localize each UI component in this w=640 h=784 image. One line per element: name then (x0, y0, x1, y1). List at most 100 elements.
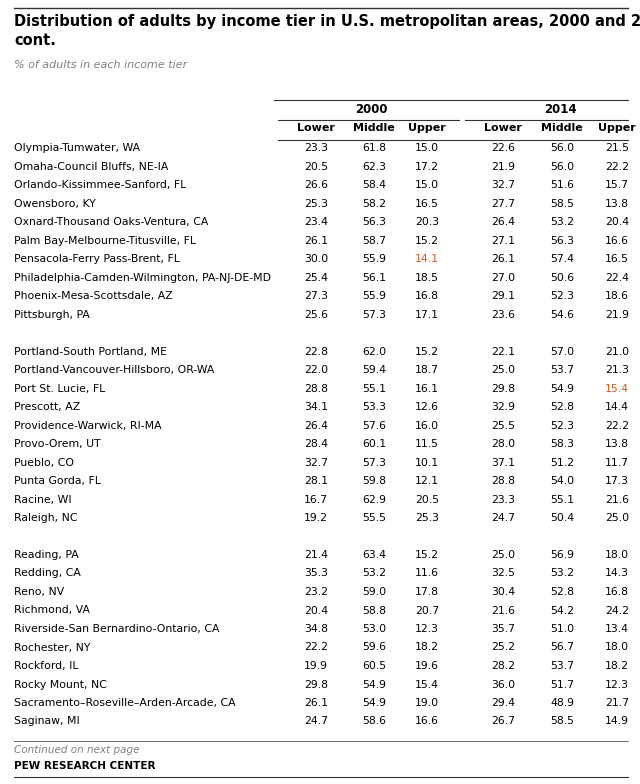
Text: 32.7: 32.7 (491, 180, 515, 190)
Text: 23.2: 23.2 (304, 587, 328, 597)
Text: 51.7: 51.7 (550, 680, 574, 689)
Text: 52.8: 52.8 (550, 587, 574, 597)
Text: 16.5: 16.5 (415, 198, 439, 209)
Text: 15.2: 15.2 (415, 235, 439, 245)
Text: Lower: Lower (484, 123, 522, 133)
Text: 29.8: 29.8 (304, 680, 328, 689)
Text: 51.6: 51.6 (550, 180, 574, 190)
Text: 28.2: 28.2 (491, 661, 515, 671)
Text: 59.0: 59.0 (362, 587, 386, 597)
Text: 15.0: 15.0 (415, 143, 439, 153)
Text: 53.2: 53.2 (550, 568, 574, 579)
Text: Upper: Upper (598, 123, 636, 133)
Text: 26.1: 26.1 (304, 235, 328, 245)
Text: 26.4: 26.4 (304, 420, 328, 430)
Text: 32.7: 32.7 (304, 458, 328, 467)
Text: 63.4: 63.4 (362, 550, 386, 560)
Text: 18.7: 18.7 (415, 365, 439, 375)
Text: 32.9: 32.9 (491, 402, 515, 412)
Text: Richmond, VA: Richmond, VA (14, 605, 90, 615)
Text: 34.1: 34.1 (304, 402, 328, 412)
Text: 21.0: 21.0 (605, 347, 629, 357)
Text: 28.8: 28.8 (304, 383, 328, 394)
Text: 16.6: 16.6 (605, 235, 629, 245)
Text: 53.2: 53.2 (362, 568, 386, 579)
Text: Rockford, IL: Rockford, IL (14, 661, 79, 671)
Text: Portland-Vancouver-Hillsboro, OR-WA: Portland-Vancouver-Hillsboro, OR-WA (14, 365, 214, 375)
Text: 22.1: 22.1 (491, 347, 515, 357)
Text: Providence-Warwick, RI-MA: Providence-Warwick, RI-MA (14, 420, 162, 430)
Text: 27.1: 27.1 (491, 235, 515, 245)
Text: 16.6: 16.6 (415, 717, 439, 727)
Text: 28.0: 28.0 (491, 439, 515, 449)
Text: Middle: Middle (541, 123, 583, 133)
Text: Distribution of adults by income tier in U.S. metropolitan areas, 2000 and 2014,: Distribution of adults by income tier in… (14, 14, 640, 48)
Text: 23.4: 23.4 (304, 217, 328, 227)
Text: 16.7: 16.7 (304, 495, 328, 504)
Text: 58.5: 58.5 (550, 717, 574, 727)
Text: 22.2: 22.2 (304, 643, 328, 652)
Text: 19.2: 19.2 (304, 513, 328, 523)
Text: 13.4: 13.4 (605, 624, 629, 634)
Text: 56.0: 56.0 (550, 162, 574, 172)
Text: 55.5: 55.5 (362, 513, 386, 523)
Text: 34.8: 34.8 (304, 624, 328, 634)
Text: 17.8: 17.8 (415, 587, 439, 597)
Text: 19.6: 19.6 (415, 661, 439, 671)
Text: 25.3: 25.3 (415, 513, 439, 523)
Text: Port St. Lucie, FL: Port St. Lucie, FL (14, 383, 105, 394)
Text: 56.3: 56.3 (362, 217, 386, 227)
Text: 29.8: 29.8 (491, 383, 515, 394)
Text: Provo-Orem, UT: Provo-Orem, UT (14, 439, 100, 449)
Text: % of adults in each income tier: % of adults in each income tier (14, 60, 188, 70)
Text: 57.6: 57.6 (362, 420, 386, 430)
Text: 28.4: 28.4 (304, 439, 328, 449)
Text: 54.6: 54.6 (550, 310, 574, 320)
Text: 14.1: 14.1 (415, 254, 439, 264)
Text: Continued on next page: Continued on next page (14, 745, 140, 755)
Text: Racine, WI: Racine, WI (14, 495, 72, 504)
Text: 18.5: 18.5 (415, 273, 439, 282)
Text: 53.2: 53.2 (550, 217, 574, 227)
Text: Owensboro, KY: Owensboro, KY (14, 198, 96, 209)
Text: 22.0: 22.0 (304, 365, 328, 375)
Text: Pensacola-Ferry Pass-Brent, FL: Pensacola-Ferry Pass-Brent, FL (14, 254, 180, 264)
Text: Portland-South Portland, ME: Portland-South Portland, ME (14, 347, 167, 357)
Text: 20.5: 20.5 (415, 495, 439, 504)
Text: 25.0: 25.0 (605, 513, 629, 523)
Text: 12.3: 12.3 (605, 680, 629, 689)
Text: 23.3: 23.3 (491, 495, 515, 504)
Text: 51.2: 51.2 (550, 458, 574, 467)
Text: Orlando-Kissimmee-Sanford, FL: Orlando-Kissimmee-Sanford, FL (14, 180, 186, 190)
Text: 20.4: 20.4 (304, 605, 328, 615)
Text: 22.2: 22.2 (605, 162, 629, 172)
Text: 22.4: 22.4 (605, 273, 629, 282)
Text: 59.6: 59.6 (362, 643, 386, 652)
Text: 20.7: 20.7 (415, 605, 439, 615)
Text: 17.1: 17.1 (415, 310, 439, 320)
Text: 56.7: 56.7 (550, 643, 574, 652)
Text: Riverside-San Bernardino-Ontario, CA: Riverside-San Bernardino-Ontario, CA (14, 624, 220, 634)
Text: 26.1: 26.1 (491, 254, 515, 264)
Text: 21.7: 21.7 (605, 698, 629, 708)
Text: 54.0: 54.0 (550, 476, 574, 486)
Text: 29.1: 29.1 (491, 291, 515, 301)
Text: 58.3: 58.3 (550, 439, 574, 449)
Text: 11.7: 11.7 (605, 458, 629, 467)
Text: 16.8: 16.8 (605, 587, 629, 597)
Text: 25.0: 25.0 (491, 365, 515, 375)
Text: 27.7: 27.7 (491, 198, 515, 209)
Text: 30.0: 30.0 (304, 254, 328, 264)
Text: 28.8: 28.8 (491, 476, 515, 486)
Text: 23.3: 23.3 (304, 143, 328, 153)
Text: 24.7: 24.7 (491, 513, 515, 523)
Text: Reno, NV: Reno, NV (14, 587, 64, 597)
Text: 53.7: 53.7 (550, 661, 574, 671)
Text: 59.4: 59.4 (362, 365, 386, 375)
Text: 53.3: 53.3 (362, 402, 386, 412)
Text: 26.4: 26.4 (491, 217, 515, 227)
Text: 37.1: 37.1 (491, 458, 515, 467)
Text: 21.6: 21.6 (491, 605, 515, 615)
Text: 25.5: 25.5 (491, 420, 515, 430)
Text: 53.0: 53.0 (362, 624, 386, 634)
